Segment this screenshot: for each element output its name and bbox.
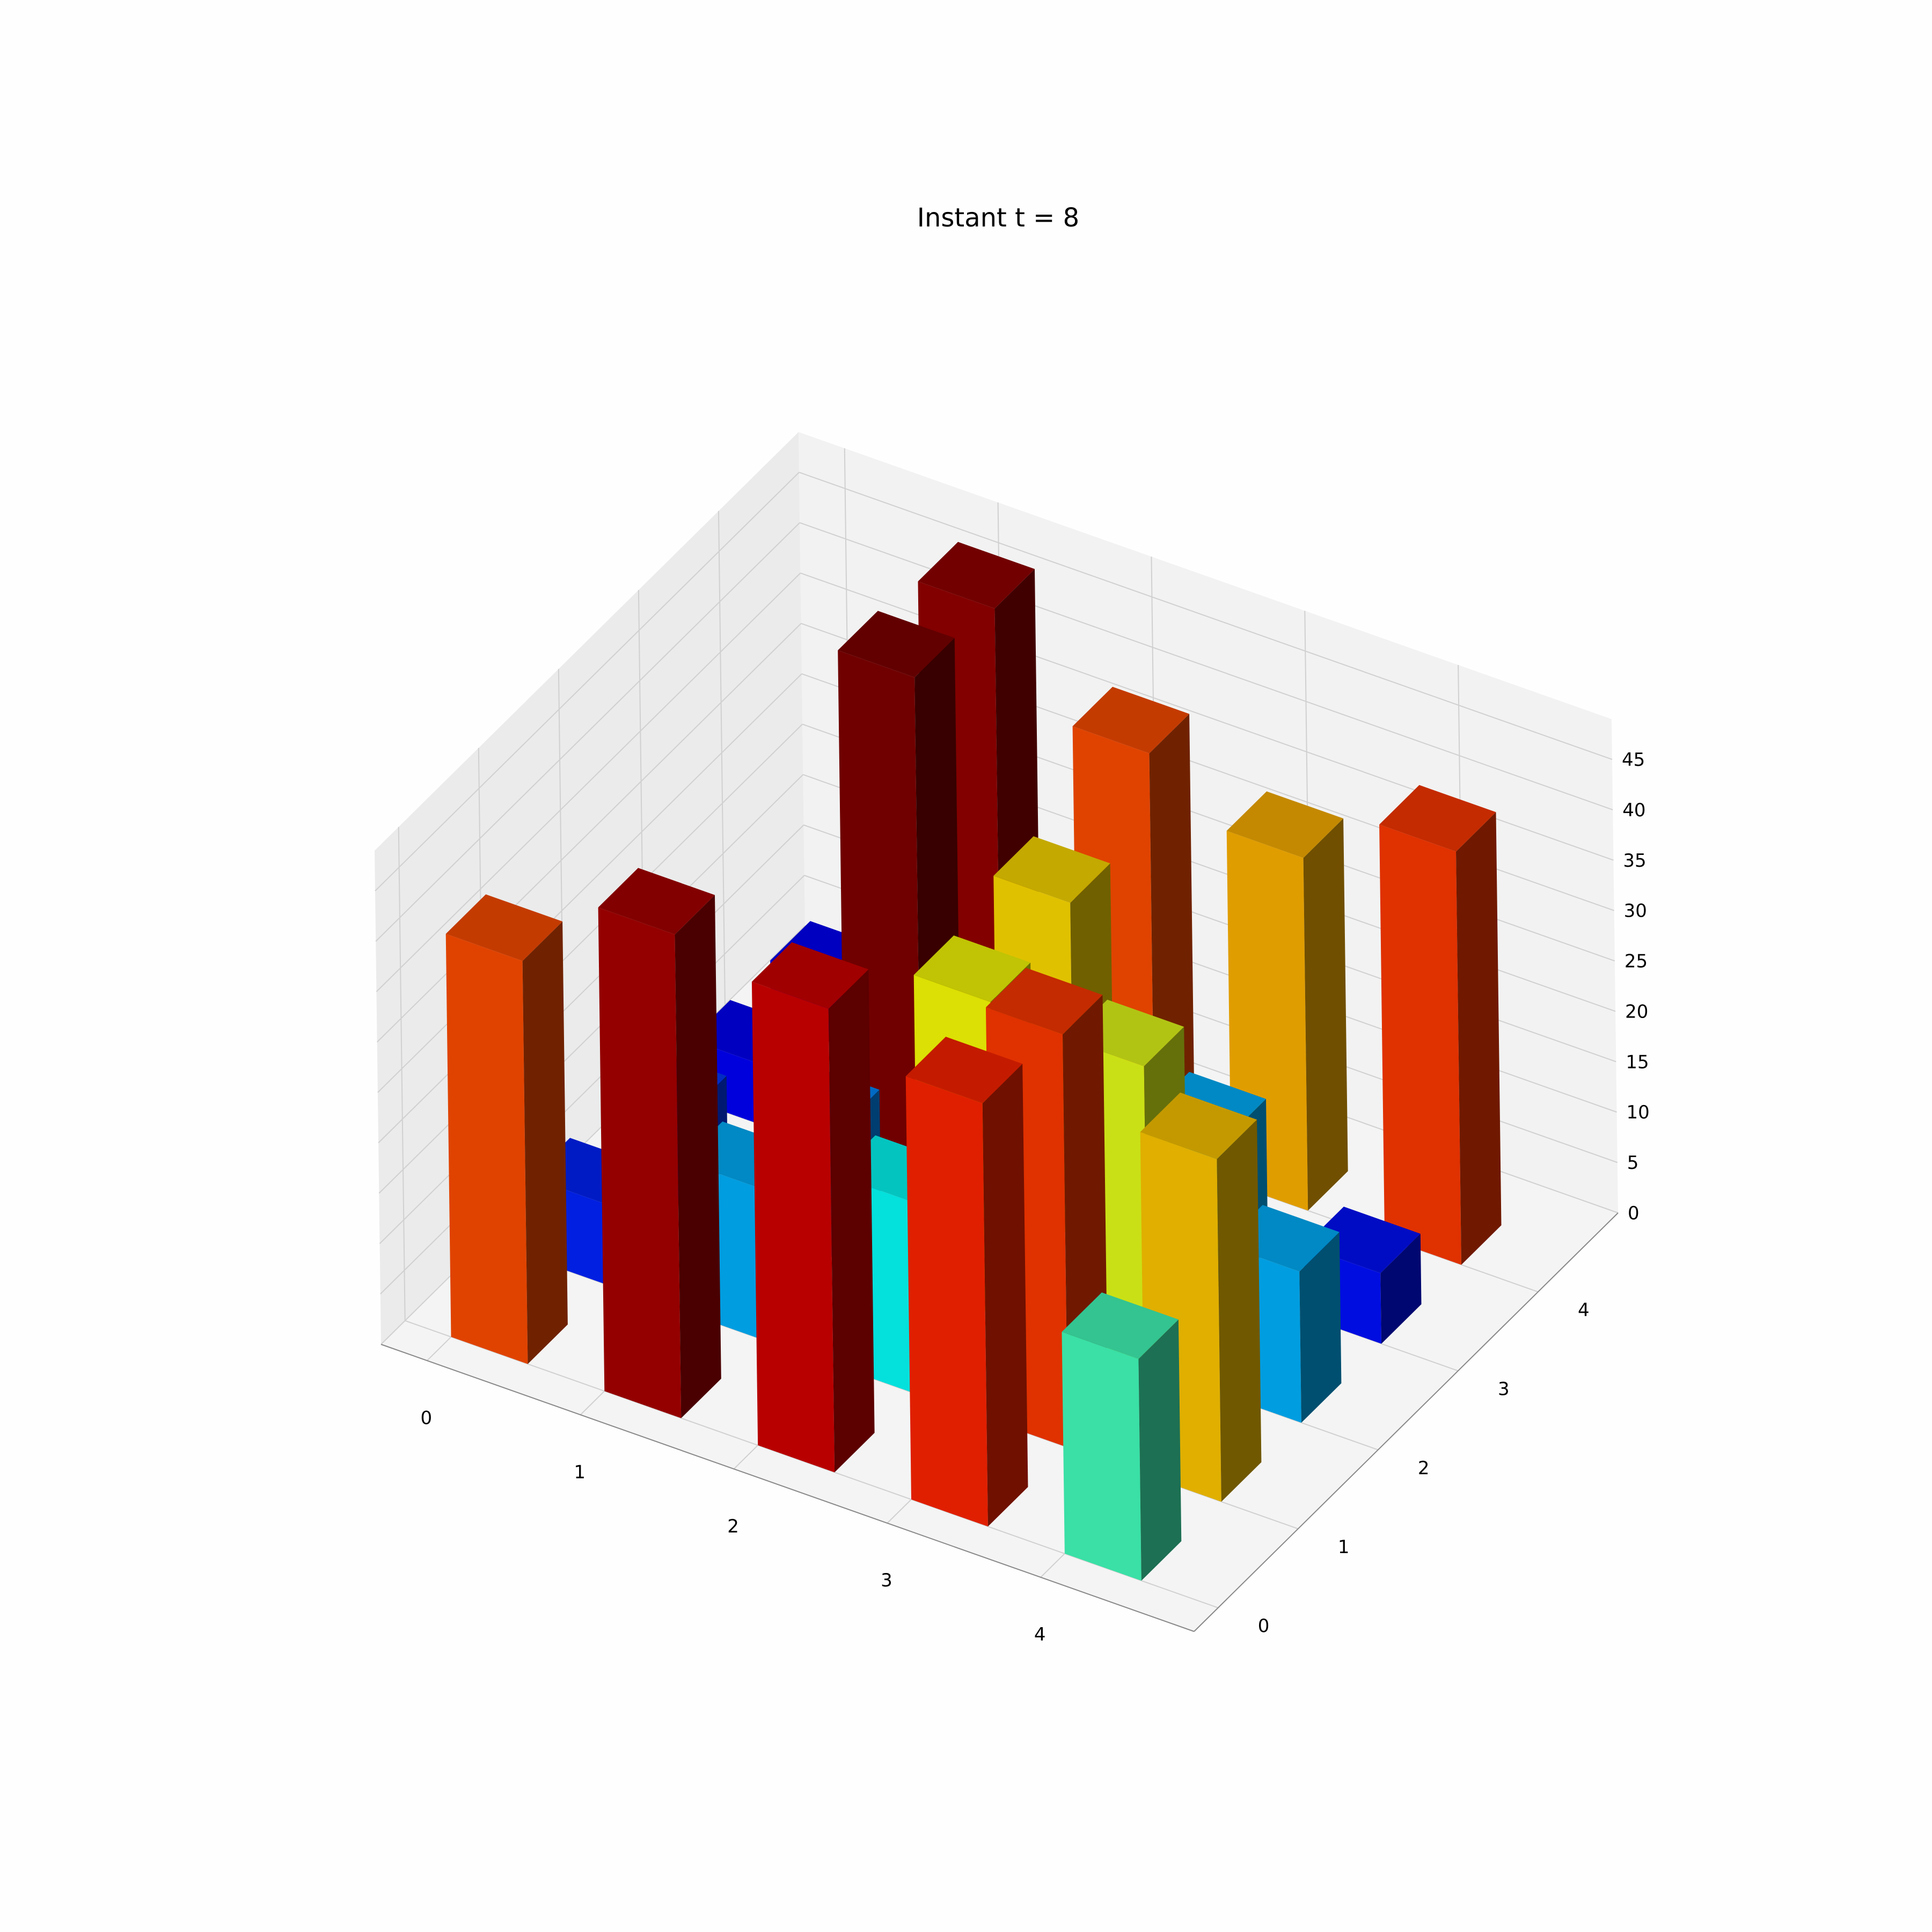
z-tick-label: 30 — [1624, 901, 1647, 922]
bar-top-face — [1072, 686, 1190, 753]
x-tick-label: 1 — [574, 1461, 586, 1483]
z-tick-label: 10 — [1627, 1102, 1650, 1123]
y-tick-label: 4 — [1578, 1299, 1590, 1321]
wall-grid-z — [376, 573, 801, 992]
bar-top-face — [1226, 791, 1344, 858]
bar-top-face — [838, 611, 955, 678]
y-tick-label: 1 — [1338, 1536, 1350, 1558]
bar-top-face — [913, 935, 1031, 1002]
bar-side-face — [1138, 1319, 1182, 1581]
bar-top-face — [445, 894, 563, 961]
y-tick-label: 3 — [1498, 1379, 1510, 1400]
bar-top-face — [1304, 1206, 1421, 1274]
bar-top-face — [751, 942, 869, 1009]
wall-grid-y — [398, 826, 406, 1321]
bar-side-face — [982, 1064, 1028, 1527]
bar-side-face — [675, 895, 721, 1418]
bar-front-face — [1379, 824, 1461, 1265]
bar-1-0 — [598, 868, 721, 1418]
wall-grid-z — [375, 522, 800, 942]
chart-title: Instant t = 8 — [917, 203, 1079, 233]
bar-top-face — [905, 1036, 1023, 1103]
x-tick-label: 2 — [727, 1516, 739, 1537]
x-tick-label: 4 — [1034, 1624, 1046, 1645]
floor-grid-y — [405, 1320, 1219, 1608]
bar-side-face — [1299, 1232, 1342, 1423]
bar-front-face — [598, 907, 682, 1418]
y-tick-label: 2 — [1418, 1458, 1430, 1479]
bar-0-0 — [445, 894, 568, 1364]
z-tick-label: 25 — [1624, 951, 1648, 972]
z-tick-label: 40 — [1622, 800, 1645, 821]
z-tick-label: 45 — [1622, 749, 1645, 771]
bar-3-0 — [905, 1036, 1028, 1527]
bar-side-face — [522, 921, 568, 1364]
wall-grid-z — [375, 472, 800, 891]
wall-grid-z — [799, 472, 1613, 760]
bar-top-face — [598, 868, 715, 935]
bar-side-face — [828, 969, 875, 1473]
bar-front-face — [445, 934, 528, 1364]
bar-front-face — [751, 982, 835, 1473]
bar-top-face — [1140, 1092, 1257, 1159]
bar-side-face — [1380, 1233, 1422, 1344]
z-tick-label: 0 — [1628, 1203, 1640, 1224]
x-axis-line — [380, 1344, 1195, 1632]
z-tick-label: 20 — [1625, 1001, 1648, 1022]
bar-top-face — [986, 968, 1103, 1035]
bar-top-face — [993, 836, 1110, 903]
z-tick-label: 15 — [1626, 1051, 1649, 1073]
bar-front-face — [905, 1076, 988, 1527]
bar-side-face — [1217, 1119, 1262, 1502]
x-tick-label: 3 — [881, 1570, 892, 1591]
bar-front-face — [1062, 1331, 1141, 1581]
z-tick-label: 5 — [1627, 1152, 1639, 1174]
bar-3-4 — [1226, 791, 1348, 1211]
bar-top-face — [1062, 1292, 1179, 1359]
bar-side-face — [1456, 812, 1502, 1265]
bar-4-4 — [1379, 785, 1502, 1265]
z-tick-label: 35 — [1623, 850, 1646, 872]
y-tick-label: 0 — [1258, 1615, 1270, 1637]
bars — [445, 541, 1502, 1581]
wall-grid-y — [718, 511, 726, 1005]
bar-4-0 — [1062, 1292, 1182, 1581]
bar-top-face — [1379, 785, 1496, 852]
x-tick-label: 0 — [421, 1407, 433, 1429]
y-axis-line — [1194, 1212, 1619, 1632]
bar-top-face — [918, 541, 1035, 609]
bar-side-face — [1303, 818, 1348, 1211]
bar-2-0 — [751, 942, 875, 1473]
